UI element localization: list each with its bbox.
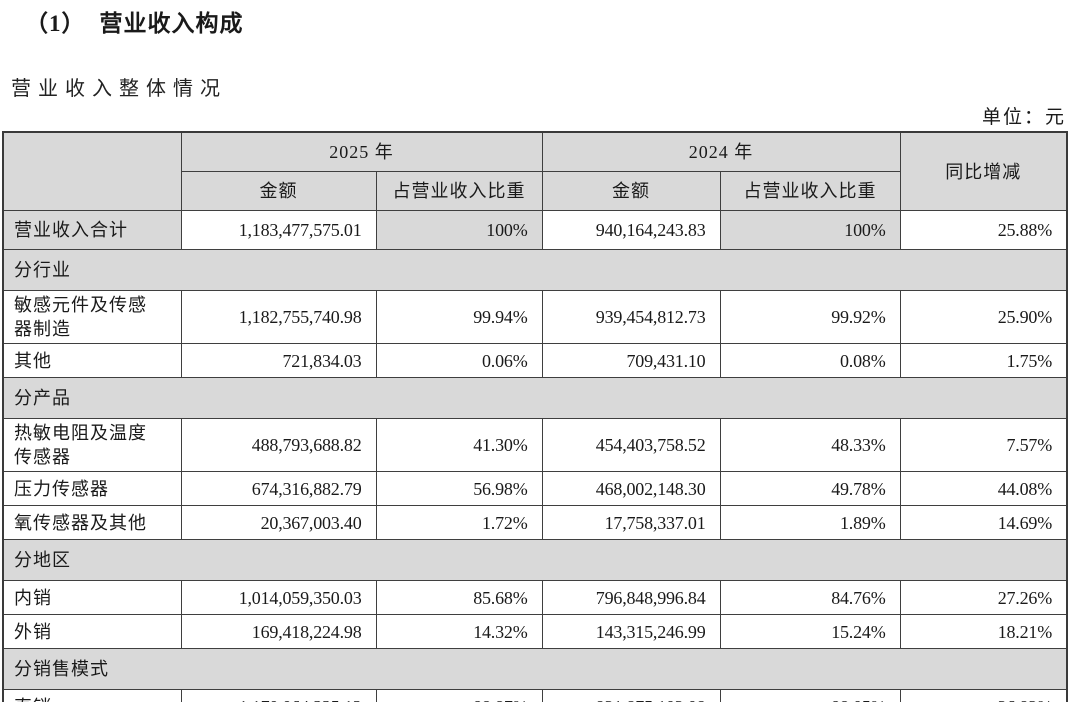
cell-amount-2025: 674,316,882.79 bbox=[180, 471, 377, 506]
cell-amount-2025: 1,170,064,335.13 bbox=[180, 689, 377, 702]
cell-label: 热敏电阻及温度传感器 bbox=[2, 418, 182, 472]
header-cell-amount-2025: 金额 bbox=[180, 171, 377, 211]
cell-yoy: 25.88% bbox=[899, 210, 1068, 250]
cell-amount-2025: 488,793,688.82 bbox=[180, 418, 377, 472]
section-label: 分地区 bbox=[2, 539, 1068, 581]
header-cell-ratio-2025: 占营业收入比重 bbox=[375, 171, 543, 211]
cell-amount-2025: 1,183,477,575.01 bbox=[180, 210, 377, 250]
header-cell-ratio-2024: 占营业收入比重 bbox=[719, 171, 901, 211]
header-cell-year-2025: 2025 年 bbox=[180, 131, 543, 172]
cell-amount-2025: 169,418,224.98 bbox=[180, 614, 377, 649]
section-subtitle: 营业收入整体情况 bbox=[11, 78, 227, 100]
cell-amount-2024: 796,848,996.84 bbox=[541, 580, 721, 615]
cell-ratio-2024: 98.05% bbox=[719, 689, 901, 702]
unit-label: 单位：元 bbox=[981, 107, 1066, 128]
table-row: 外销 169,418,224.98 14.32% 143,315,246.99 15.2… bbox=[2, 614, 1068, 649]
cell-amount-2025: 1,014,059,350.03 bbox=[180, 580, 377, 615]
section-row: 分产品 bbox=[2, 377, 1068, 419]
cell-ratio-2025: 99.94% bbox=[375, 290, 543, 344]
cell-ratio-2025: 41.30% bbox=[375, 418, 543, 472]
cell-label: 内销 bbox=[2, 580, 182, 615]
cell-yoy: 1.75% bbox=[899, 343, 1068, 378]
header-cell-yoy: 同比增减 bbox=[899, 131, 1068, 211]
section-row: 分行业 bbox=[2, 249, 1068, 291]
cell-amount-2024: 939,454,812.73 bbox=[541, 290, 721, 344]
header-row-years: 2025 年 2024 年 同比增减 bbox=[2, 131, 1068, 211]
cell-ratio-2025: 56.98% bbox=[375, 471, 543, 506]
cell-label: 敏感元件及传感器制造 bbox=[2, 290, 182, 344]
table-header: 2025 年 2024 年 同比增减 金额 占营业收入比重 金额 占营业收入比重 bbox=[2, 131, 1068, 211]
cell-yoy: 14.69% bbox=[899, 505, 1068, 540]
cell-yoy: 44.08% bbox=[899, 471, 1068, 506]
cell-ratio-2025: 14.32% bbox=[375, 614, 543, 649]
section-row: 分销售模式 bbox=[2, 648, 1068, 690]
table-row: 氧传感器及其他 20,367,003.40 1.72% 17,758,337.01 1.… bbox=[2, 505, 1068, 540]
table-row: 内销 1,014,059,350.03 85.68% 796,848,996.84 84… bbox=[2, 580, 1068, 615]
cell-ratio-2024: 49.78% bbox=[719, 471, 901, 506]
header-cell-year-2024: 2024 年 bbox=[541, 131, 901, 172]
cell-label: 营业收入合计 bbox=[2, 210, 182, 250]
cell-label: 压力传感器 bbox=[2, 471, 182, 506]
cell-ratio-2024: 0.08% bbox=[719, 343, 901, 378]
cell-amount-2025: 1,182,755,740.98 bbox=[180, 290, 377, 344]
cell-amount-2024: 940,164,243.83 bbox=[541, 210, 721, 250]
section-label: 分产品 bbox=[2, 377, 1068, 419]
cell-ratio-2024: 1.89% bbox=[719, 505, 901, 540]
table-row: 营业收入合计 1,183,477,575.01 100% 940,164,243.83… bbox=[2, 210, 1068, 250]
cell-ratio-2025: 100% bbox=[375, 210, 543, 250]
header-cell-amount-2024: 金额 bbox=[541, 171, 721, 211]
cell-yoy: 27.26% bbox=[899, 580, 1068, 615]
cell-amount-2024: 468,002,148.30 bbox=[541, 471, 721, 506]
cell-ratio-2024: 99.92% bbox=[719, 290, 901, 344]
cell-yoy: 18.21% bbox=[899, 614, 1068, 649]
revenue-composition-table: 2025 年 2024 年 同比增减 金额 占营业收入比重 金额 占营业收入比重… bbox=[2, 131, 1068, 702]
cell-amount-2024: 454,403,758.52 bbox=[541, 418, 721, 472]
cell-yoy: 26.92% bbox=[899, 689, 1068, 702]
cell-amount-2025: 721,834.03 bbox=[180, 343, 377, 378]
header-cell-empty bbox=[2, 131, 182, 211]
cell-ratio-2025: 1.72% bbox=[375, 505, 543, 540]
table-row: 热敏电阻及温度传感器 488,793,688.82 41.30% 454,403,75… bbox=[2, 418, 1068, 472]
cell-ratio-2024: 48.33% bbox=[719, 418, 901, 472]
section-row: 分地区 bbox=[2, 539, 1068, 581]
cell-amount-2025: 20,367,003.40 bbox=[180, 505, 377, 540]
cell-yoy: 7.57% bbox=[899, 418, 1068, 472]
cell-label: 直销 bbox=[2, 689, 182, 702]
table-body: 营业收入合计 1,183,477,575.01 100% 940,164,243.83… bbox=[2, 210, 1068, 702]
section-label: 分行业 bbox=[2, 249, 1068, 291]
table-row: 压力传感器 674,316,882.79 56.98% 468,002,148.30 4… bbox=[2, 471, 1068, 506]
table-row: 敏感元件及传感器制造 1,182,755,740.98 99.94% 939,454,… bbox=[2, 290, 1068, 344]
cell-label: 其他 bbox=[2, 343, 182, 378]
cell-amount-2024: 921,875,102.08 bbox=[541, 689, 721, 702]
cell-label: 氧传感器及其他 bbox=[2, 505, 182, 540]
cell-ratio-2024: 15.24% bbox=[719, 614, 901, 649]
page-title: （1） 营业收入构成 bbox=[25, 4, 244, 38]
page-title-text: 营业收入构成 bbox=[99, 11, 244, 36]
cell-ratio-2025: 0.06% bbox=[375, 343, 543, 378]
table-row: 其他 721,834.03 0.06% 709,431.10 0.08% 1.75% bbox=[2, 343, 1068, 378]
page-title-number: （1） bbox=[25, 11, 86, 36]
cell-amount-2024: 17,758,337.01 bbox=[541, 505, 721, 540]
cell-amount-2024: 143,315,246.99 bbox=[541, 614, 721, 649]
header-row-measures: 金额 占营业收入比重 金额 占营业收入比重 bbox=[3, 171, 1067, 211]
table-row: 直销1,170,064,335.1398.87%921,875,102.0898… bbox=[2, 689, 1068, 702]
cell-yoy: 25.90% bbox=[899, 290, 1068, 344]
cell-label: 外销 bbox=[2, 614, 182, 649]
cell-ratio-2025: 85.68% bbox=[375, 580, 543, 615]
cell-ratio-2025: 98.87% bbox=[375, 689, 543, 702]
section-label: 分销售模式 bbox=[2, 648, 1068, 690]
cell-amount-2024: 709,431.10 bbox=[541, 343, 721, 378]
cell-ratio-2024: 84.76% bbox=[719, 580, 901, 615]
cell-ratio-2024: 100% bbox=[719, 210, 901, 250]
